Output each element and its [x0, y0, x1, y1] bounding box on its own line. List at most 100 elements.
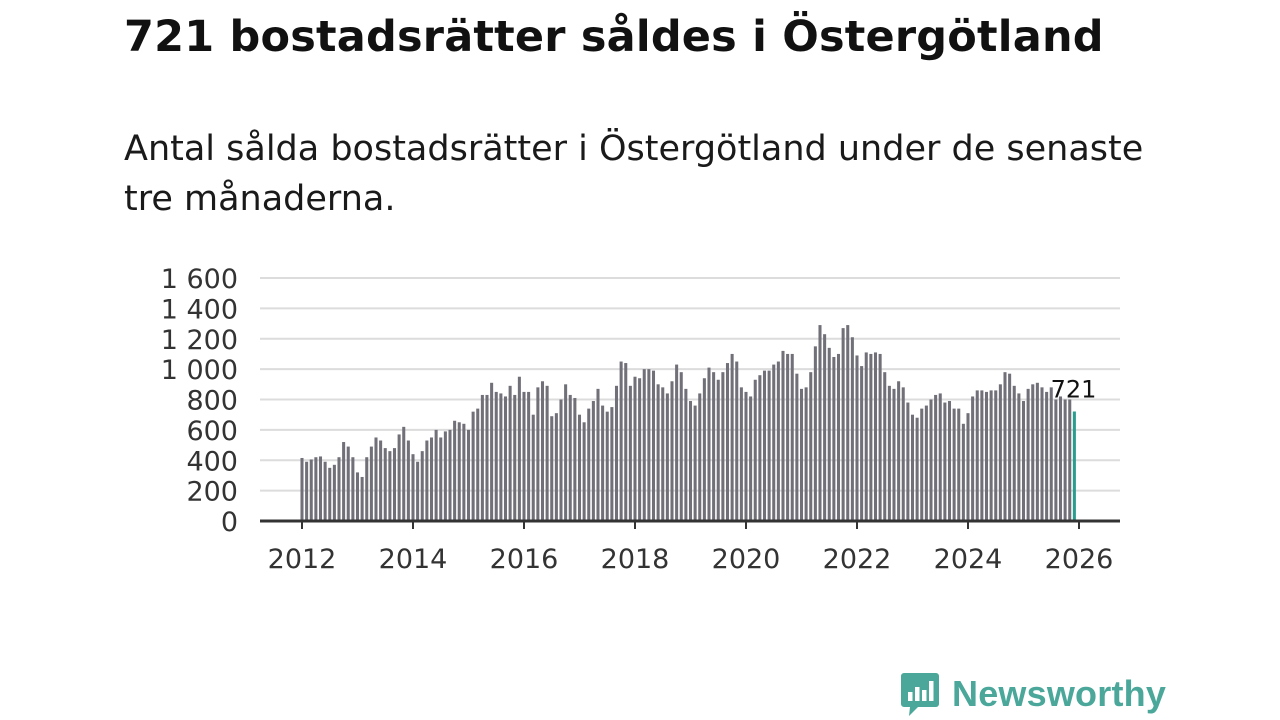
bar: [850, 337, 854, 521]
bar: [887, 385, 891, 521]
bar: [883, 372, 887, 521]
bar: [698, 393, 702, 521]
bar: [823, 334, 827, 521]
bar: [804, 387, 808, 521]
bar: [841, 328, 845, 521]
bar: [772, 364, 776, 521]
bar: [476, 408, 480, 521]
y-tick-label: 1 400: [161, 294, 238, 325]
bar: [647, 369, 651, 522]
bar: [901, 387, 905, 521]
bar: [554, 413, 558, 521]
bar: [975, 390, 979, 521]
bar: [508, 385, 512, 521]
bar: [411, 454, 415, 521]
y-tick-label: 1 600: [161, 264, 238, 295]
bar: [379, 440, 383, 521]
bar: [355, 472, 360, 521]
bar: [873, 352, 878, 521]
bar: [351, 457, 355, 521]
bar: [448, 429, 452, 522]
bar: [994, 390, 998, 521]
bar: [374, 437, 378, 521]
newsworthy-logo-icon: [901, 673, 939, 716]
bar: [314, 457, 318, 521]
bar: [628, 385, 632, 521]
bar: [1008, 373, 1012, 521]
bar: [809, 372, 813, 521]
bar: [799, 388, 804, 521]
bar: [702, 378, 706, 521]
bar: [961, 423, 965, 521]
bar: [550, 416, 554, 521]
bar: [443, 431, 447, 521]
bar: [781, 350, 785, 521]
bar: [527, 391, 531, 521]
bar: [776, 361, 780, 521]
bar: [457, 422, 461, 521]
bar: [1049, 387, 1053, 521]
bar: [897, 381, 901, 521]
bar: [568, 394, 572, 521]
y-tick-label: 600: [186, 416, 238, 447]
bar: [827, 347, 831, 521]
bar: [966, 413, 970, 521]
bar: [605, 411, 609, 521]
bar: [721, 372, 725, 521]
bar: [1040, 387, 1044, 521]
latest-value-label: 721: [1051, 375, 1097, 403]
y-tick-label: 800: [186, 386, 238, 417]
bar: [638, 378, 642, 521]
bar: [688, 401, 693, 521]
brand-logo[interactable]: Newsworthy: [900, 670, 1166, 718]
bar: [402, 426, 406, 521]
bar: [573, 397, 577, 521]
bar: [795, 373, 799, 521]
bar: [633, 376, 637, 521]
bar: [346, 446, 350, 521]
bar: [332, 464, 336, 521]
bar: [665, 393, 669, 521]
bar: [596, 388, 600, 521]
y-tick-label: 0: [221, 507, 238, 538]
bar: [869, 353, 873, 521]
bar: [559, 399, 563, 521]
bar: [684, 388, 688, 521]
bar: [980, 390, 984, 521]
bar: [758, 375, 762, 521]
bar: [369, 446, 373, 521]
bar: [957, 408, 961, 521]
bar: [429, 437, 434, 521]
bar: [328, 467, 332, 521]
bar: [924, 405, 928, 521]
brand-name: Newsworthy: [952, 673, 1167, 714]
bar: [582, 422, 586, 521]
bar: [661, 387, 665, 521]
bar: [309, 459, 313, 521]
bar: [725, 363, 730, 521]
bar: [365, 457, 369, 521]
bar: [656, 384, 660, 521]
bar: [388, 451, 392, 521]
bar: [1045, 391, 1049, 521]
x-tick-label: 2024: [934, 544, 1003, 575]
bar: [929, 399, 933, 521]
bar: [471, 411, 475, 521]
chart-subtitle: Antal sålda bostadsrätter i Östergötland…: [124, 129, 1144, 219]
bar: [1017, 393, 1021, 521]
bar: [540, 381, 545, 521]
bar: [318, 456, 323, 521]
bar: [439, 437, 443, 521]
bar: [1063, 399, 1067, 521]
x-tick-label: 2016: [490, 544, 559, 575]
bar: [513, 394, 517, 521]
bar: [693, 405, 697, 521]
bar: [938, 393, 942, 521]
bar: [587, 408, 591, 521]
bar: [934, 394, 938, 521]
bar: [846, 325, 850, 521]
bar: [786, 353, 790, 521]
bar: [577, 414, 582, 521]
bar: [300, 457, 304, 521]
